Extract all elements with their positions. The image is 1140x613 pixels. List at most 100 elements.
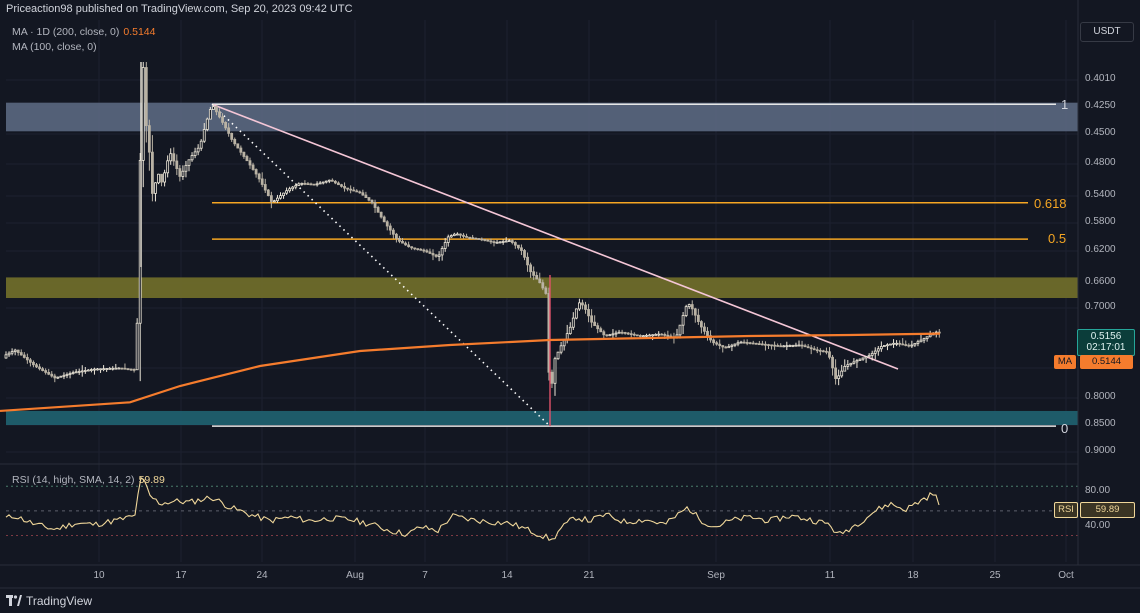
candle-body xyxy=(215,106,218,113)
candle-body xyxy=(404,242,407,246)
rsi-tick-40: 40.00 xyxy=(1085,520,1111,531)
candle xyxy=(904,340,908,347)
candle xyxy=(22,352,26,359)
candle-body xyxy=(471,237,475,240)
candle-body xyxy=(806,346,810,349)
candle-body xyxy=(858,358,862,361)
candle xyxy=(343,182,346,192)
candle xyxy=(172,147,176,166)
candle xyxy=(93,367,96,375)
candle-body xyxy=(620,331,624,334)
candle xyxy=(312,183,316,186)
descending-trendline xyxy=(211,103,899,370)
candle xyxy=(507,239,511,243)
candle-body xyxy=(654,334,658,336)
candle xyxy=(523,249,526,261)
price-tick: 0.8500 xyxy=(1085,418,1116,429)
candle-body xyxy=(266,189,270,197)
candle-body xyxy=(394,233,398,239)
fib-label-0: 0 xyxy=(1061,421,1069,436)
candle-body xyxy=(727,346,731,349)
candle-body xyxy=(474,237,478,240)
candle xyxy=(590,309,593,328)
candle-body xyxy=(809,347,813,350)
candle-body xyxy=(459,233,462,236)
candle-body xyxy=(416,248,420,250)
candle-body xyxy=(425,250,429,253)
axis-dividers xyxy=(0,0,1140,589)
candle-body xyxy=(260,178,264,185)
candle xyxy=(62,372,66,380)
dotted-projection-line xyxy=(211,103,551,427)
price-tick: 0.4800 xyxy=(1085,157,1116,168)
candle xyxy=(25,353,29,364)
candle xyxy=(111,366,115,371)
candle xyxy=(898,340,902,347)
candle-body xyxy=(324,180,328,183)
candle xyxy=(157,173,160,185)
candle xyxy=(550,369,554,389)
candle xyxy=(779,343,783,348)
candle-body xyxy=(684,306,688,316)
candle xyxy=(404,241,407,246)
candle-body xyxy=(657,333,661,336)
candle-body xyxy=(413,247,417,250)
candle-body xyxy=(535,274,539,280)
candle xyxy=(886,343,889,351)
candle-body xyxy=(373,202,377,208)
candle-body xyxy=(150,151,154,194)
candle xyxy=(822,349,825,353)
candle xyxy=(288,186,292,193)
candle-body xyxy=(376,207,380,213)
candle-body xyxy=(50,373,54,377)
candle xyxy=(211,104,215,110)
candle-body xyxy=(181,170,185,177)
candle-body xyxy=(38,366,41,370)
candle xyxy=(28,357,32,367)
ma100-legend[interactable]: MA (100, close, 0) xyxy=(12,41,97,53)
candle-body xyxy=(419,248,423,251)
candle-body xyxy=(117,367,121,370)
footer-brand[interactable]: TradingView xyxy=(6,594,92,609)
candle xyxy=(422,248,426,253)
candle xyxy=(13,348,17,356)
candle-body xyxy=(35,364,38,368)
candle-body xyxy=(218,111,221,118)
rsi-legend[interactable]: RSI (14, high, SMA, 14, 2) 59.89 xyxy=(12,474,165,486)
price-tick: 0.4250 xyxy=(1085,100,1116,111)
candle-body xyxy=(47,371,51,375)
candle-body xyxy=(19,352,23,356)
candle xyxy=(410,246,414,250)
candle-body xyxy=(901,343,905,346)
candle xyxy=(327,179,331,184)
candle-body xyxy=(855,360,859,363)
candle-body xyxy=(163,172,167,183)
candle xyxy=(166,155,170,178)
candle xyxy=(895,340,898,347)
candle-body xyxy=(462,234,465,237)
candle xyxy=(730,343,734,352)
candle xyxy=(559,341,563,355)
candle-body xyxy=(883,345,886,347)
candle xyxy=(480,237,484,242)
candle-body xyxy=(388,225,392,231)
price-tick: 0.7000 xyxy=(1085,301,1116,312)
candle-body xyxy=(364,194,368,199)
candle xyxy=(696,308,700,325)
ma200-legend[interactable]: MA · 1D (200, close, 0) 0.5144 xyxy=(12,26,156,38)
candle xyxy=(90,368,93,373)
candle-body xyxy=(852,361,856,364)
candle-body xyxy=(596,325,600,330)
candle xyxy=(224,121,228,131)
candle xyxy=(751,340,755,345)
candle-body xyxy=(13,349,17,352)
candle xyxy=(391,228,395,239)
candle-body xyxy=(635,334,639,337)
candle-body xyxy=(102,368,105,371)
candle-body xyxy=(355,190,359,193)
currency-badge[interactable]: USDT xyxy=(1080,22,1134,42)
candle-body xyxy=(291,186,295,190)
candle xyxy=(65,372,69,379)
candle xyxy=(300,182,304,186)
